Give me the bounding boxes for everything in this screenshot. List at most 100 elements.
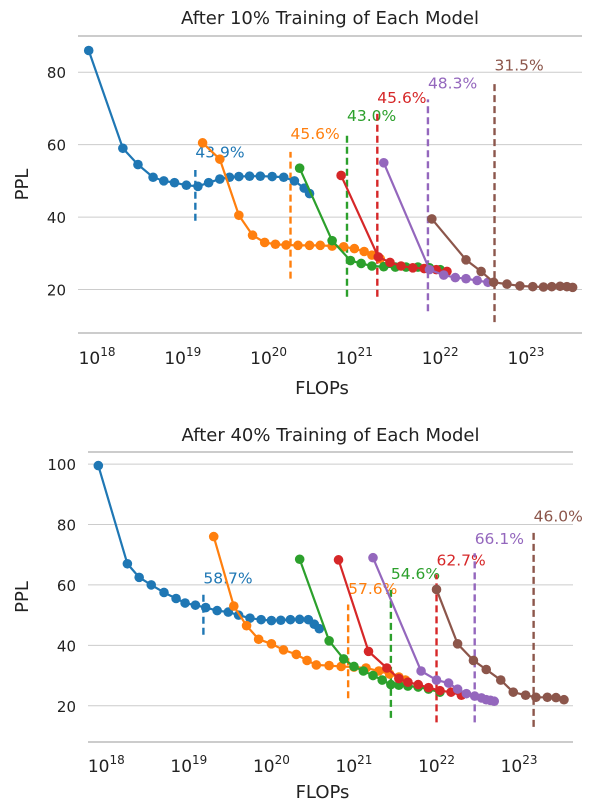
marker-label: 58.7%	[203, 569, 252, 587]
x-tick-label: 1019	[170, 753, 207, 777]
marker-label: 46.0%	[534, 507, 583, 525]
data-point	[396, 261, 406, 271]
data-point	[146, 580, 157, 590]
data-point	[278, 172, 289, 183]
data-point	[567, 282, 578, 293]
data-point	[259, 237, 270, 248]
marker-label: 48.3%	[428, 75, 477, 93]
y-tick-label: 20	[47, 282, 66, 300]
data-point	[452, 684, 463, 694]
y-tick-label: 40	[57, 637, 76, 655]
data-point	[285, 614, 296, 625]
data-point	[266, 639, 277, 649]
y-axis-label: PPL	[12, 581, 33, 613]
marker-label: 45.6%	[291, 125, 340, 143]
data-point	[336, 170, 346, 181]
data-point	[377, 675, 388, 685]
data-point	[358, 666, 369, 676]
data-point	[508, 687, 519, 697]
data-point	[291, 649, 302, 660]
marker-label: 66.1%	[475, 530, 524, 548]
marker-label: 43.0%	[347, 107, 396, 125]
y-axis-label: PPL	[12, 169, 33, 201]
data-point	[293, 240, 303, 251]
data-point	[338, 654, 349, 664]
data-point	[349, 661, 359, 672]
data-point	[256, 614, 266, 625]
data-point	[327, 235, 337, 246]
data-point	[294, 163, 305, 174]
data-point	[336, 661, 346, 672]
data-point	[527, 281, 538, 292]
data-point	[520, 690, 531, 700]
data-point	[438, 270, 449, 280]
data-point	[488, 277, 499, 288]
y-tick-label: 100	[47, 456, 76, 474]
data-point	[349, 243, 360, 254]
data-point	[476, 266, 486, 277]
data-point	[278, 645, 289, 655]
x-tick-label: 1022	[418, 753, 455, 777]
data-point	[181, 180, 192, 191]
data-point	[333, 555, 344, 565]
data-point	[247, 230, 258, 241]
series-line	[201, 142, 381, 260]
data-point	[551, 692, 561, 703]
marker-label: 31.5%	[495, 56, 544, 74]
data-point	[190, 600, 201, 610]
data-point	[345, 255, 356, 266]
data-point	[394, 673, 404, 684]
data-point	[281, 240, 291, 250]
data-point	[193, 181, 203, 192]
chart-title: After 40% Training of Each Model	[182, 425, 480, 446]
data-point	[461, 255, 471, 265]
data-point	[294, 614, 305, 625]
y-tick-label: 60	[47, 137, 66, 155]
data-point	[559, 694, 569, 705]
data-point	[241, 620, 252, 631]
chart-panel-2: 20 40 60 80 100 1018 1019 1020 1021 1022 1023 After…	[12, 425, 583, 803]
data-point	[546, 281, 557, 292]
chart-panel-1: 20 40 60 80 1018 1019 1020 1021 1022 1023 After 10…	[12, 8, 582, 399]
data-point	[169, 177, 180, 188]
x-tick-label: 1019	[164, 345, 201, 369]
data-point	[461, 273, 471, 284]
data-point	[368, 670, 378, 681]
data-point	[314, 623, 325, 634]
data-point	[378, 157, 389, 168]
data-point	[212, 605, 222, 616]
data-point	[171, 593, 181, 604]
data-point	[472, 275, 482, 286]
data-point	[118, 143, 128, 154]
chart-title: After 10% Training of Each Model	[181, 8, 479, 29]
series-line	[337, 559, 462, 697]
data-point	[538, 282, 549, 292]
data-point	[443, 678, 454, 688]
data-point	[495, 675, 506, 685]
data-point	[83, 45, 94, 56]
y-tick-label: 80	[57, 517, 76, 535]
data-point	[159, 587, 169, 598]
data-point	[324, 660, 334, 671]
y-tick-label: 40	[47, 209, 66, 227]
data-point	[215, 154, 225, 164]
data-point	[468, 655, 479, 666]
data-point	[294, 554, 305, 565]
data-point	[267, 171, 277, 182]
data-point	[394, 680, 404, 691]
data-point	[489, 696, 500, 707]
data-point	[502, 279, 512, 289]
data-point	[245, 613, 255, 623]
data-point	[180, 598, 190, 608]
data-point	[228, 601, 239, 611]
x-tick-label: 1018	[88, 753, 125, 777]
data-point	[311, 660, 322, 670]
y-tick-label: 20	[57, 698, 76, 716]
data-point	[431, 675, 442, 685]
data-point	[435, 685, 445, 696]
marker-label: 45.6%	[377, 89, 426, 107]
data-point	[403, 677, 413, 687]
x-tick-label: 1020	[253, 753, 290, 777]
